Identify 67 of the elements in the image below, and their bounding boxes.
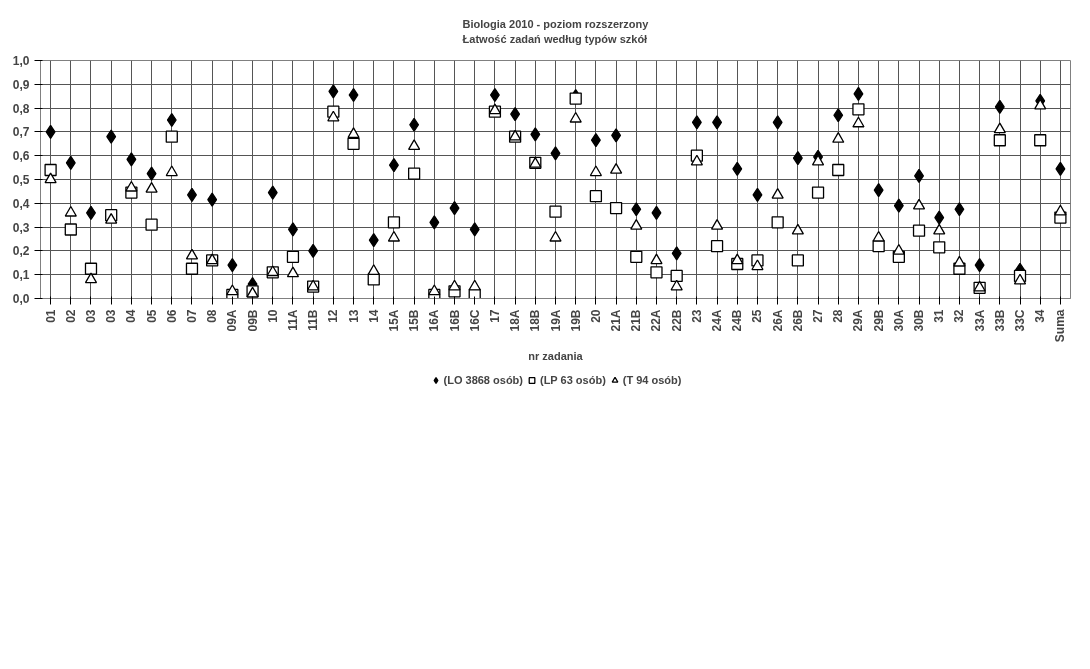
x-tick-label: 18B bbox=[528, 309, 543, 332]
y-tick-label: 0,6 bbox=[12, 149, 30, 164]
x-tick-label: 23 bbox=[689, 309, 704, 323]
x-tick-label: 22B bbox=[669, 309, 684, 332]
x-tick-label: 30B bbox=[912, 309, 927, 332]
x-tick-label: 10 bbox=[265, 309, 280, 323]
x-tick-label: 16C bbox=[467, 309, 482, 332]
y-tick-label: 0,0 bbox=[12, 292, 30, 306]
x-tick-label: 13 bbox=[346, 309, 361, 323]
x-tick-label: 05 bbox=[144, 309, 159, 323]
x-tick-label: 06 bbox=[164, 309, 179, 323]
x-tick-label: 29A bbox=[851, 309, 866, 332]
x-tick-label: 21B bbox=[629, 309, 644, 332]
y-tick-label: 1,0 bbox=[12, 54, 30, 68]
legend-label: (LP 63 osób) bbox=[539, 374, 606, 386]
x-tick-label: Suma bbox=[1053, 309, 1068, 343]
x-tick-label: 15A bbox=[386, 309, 401, 332]
x-tick-label: 19A bbox=[548, 309, 563, 332]
x-tick-label: 26A bbox=[770, 309, 785, 332]
x-tick-label: 08 bbox=[205, 309, 220, 323]
x-tick-label: 07 bbox=[184, 309, 199, 323]
x-tick-label: 30A bbox=[891, 309, 906, 332]
x-tick-label: 34 bbox=[1033, 309, 1048, 323]
x-tick-label: 03 bbox=[104, 309, 119, 323]
y-tick-label: 0,5 bbox=[12, 173, 30, 187]
x-tick-label: 24A bbox=[710, 309, 725, 332]
x-tick-label: 24B bbox=[730, 309, 745, 332]
legend-label: (LO 3868 osób) bbox=[443, 374, 523, 386]
x-tick-label: 12 bbox=[326, 309, 341, 323]
x-tick-label: 16B bbox=[447, 309, 462, 332]
x-tick-label: 09A bbox=[225, 309, 240, 332]
x-tick-label: 09B bbox=[245, 309, 260, 332]
x-tick-label: 17 bbox=[487, 309, 502, 323]
y-tick-label: 0,2 bbox=[12, 244, 30, 259]
x-tick-label: 33A bbox=[972, 309, 987, 332]
x-tick-label: 20 bbox=[588, 309, 603, 323]
y-tick-label: 0,4 bbox=[12, 196, 30, 211]
x-tick-label: 33B bbox=[992, 309, 1007, 332]
chart-title: Biologia 2010 - poziom rozszerzony Łatwość zadań według typów szkół bbox=[462, 17, 650, 46]
x-tick-label: 16A bbox=[427, 309, 442, 332]
x-tick-label: 26B bbox=[790, 309, 805, 332]
x-tick-label: 11A bbox=[285, 309, 300, 331]
x-tick-label: 25 bbox=[750, 309, 765, 323]
x-tick-label: 22A bbox=[649, 309, 664, 332]
x-tick-label: 04 bbox=[124, 309, 139, 323]
y-tick-label: 0,9 bbox=[12, 77, 30, 92]
legend-label: (T 94 osób) bbox=[622, 374, 682, 386]
x-tick-label: 31 bbox=[932, 309, 947, 323]
y-tick-label: 0,7 bbox=[12, 125, 30, 140]
x-tick-label: 32 bbox=[952, 309, 967, 323]
x-tick-label: 33C bbox=[1013, 309, 1028, 332]
x-tick-label: 14 bbox=[366, 309, 381, 323]
x-tick-label: 19B bbox=[568, 309, 583, 332]
x-tick-label: 27 bbox=[811, 309, 826, 323]
x-tick-label: 11B bbox=[306, 309, 321, 331]
x-axis-title: nr zadania bbox=[528, 350, 584, 363]
y-tick-label: 0,1 bbox=[12, 268, 30, 283]
x-tick-label: 03 bbox=[83, 309, 98, 323]
x-tick-label: 29B bbox=[871, 309, 886, 332]
x-tick-label: 28 bbox=[831, 309, 846, 323]
y-tick-label: 0,3 bbox=[12, 220, 30, 235]
y-tick-label: 0,8 bbox=[12, 101, 30, 116]
x-tick-label: 02 bbox=[63, 309, 78, 323]
x-tick-label: 01 bbox=[43, 309, 58, 323]
x-tick-label: 18A bbox=[508, 309, 523, 332]
x-tick-label: 15B bbox=[407, 309, 422, 332]
x-tick-label: 21A bbox=[609, 309, 624, 332]
